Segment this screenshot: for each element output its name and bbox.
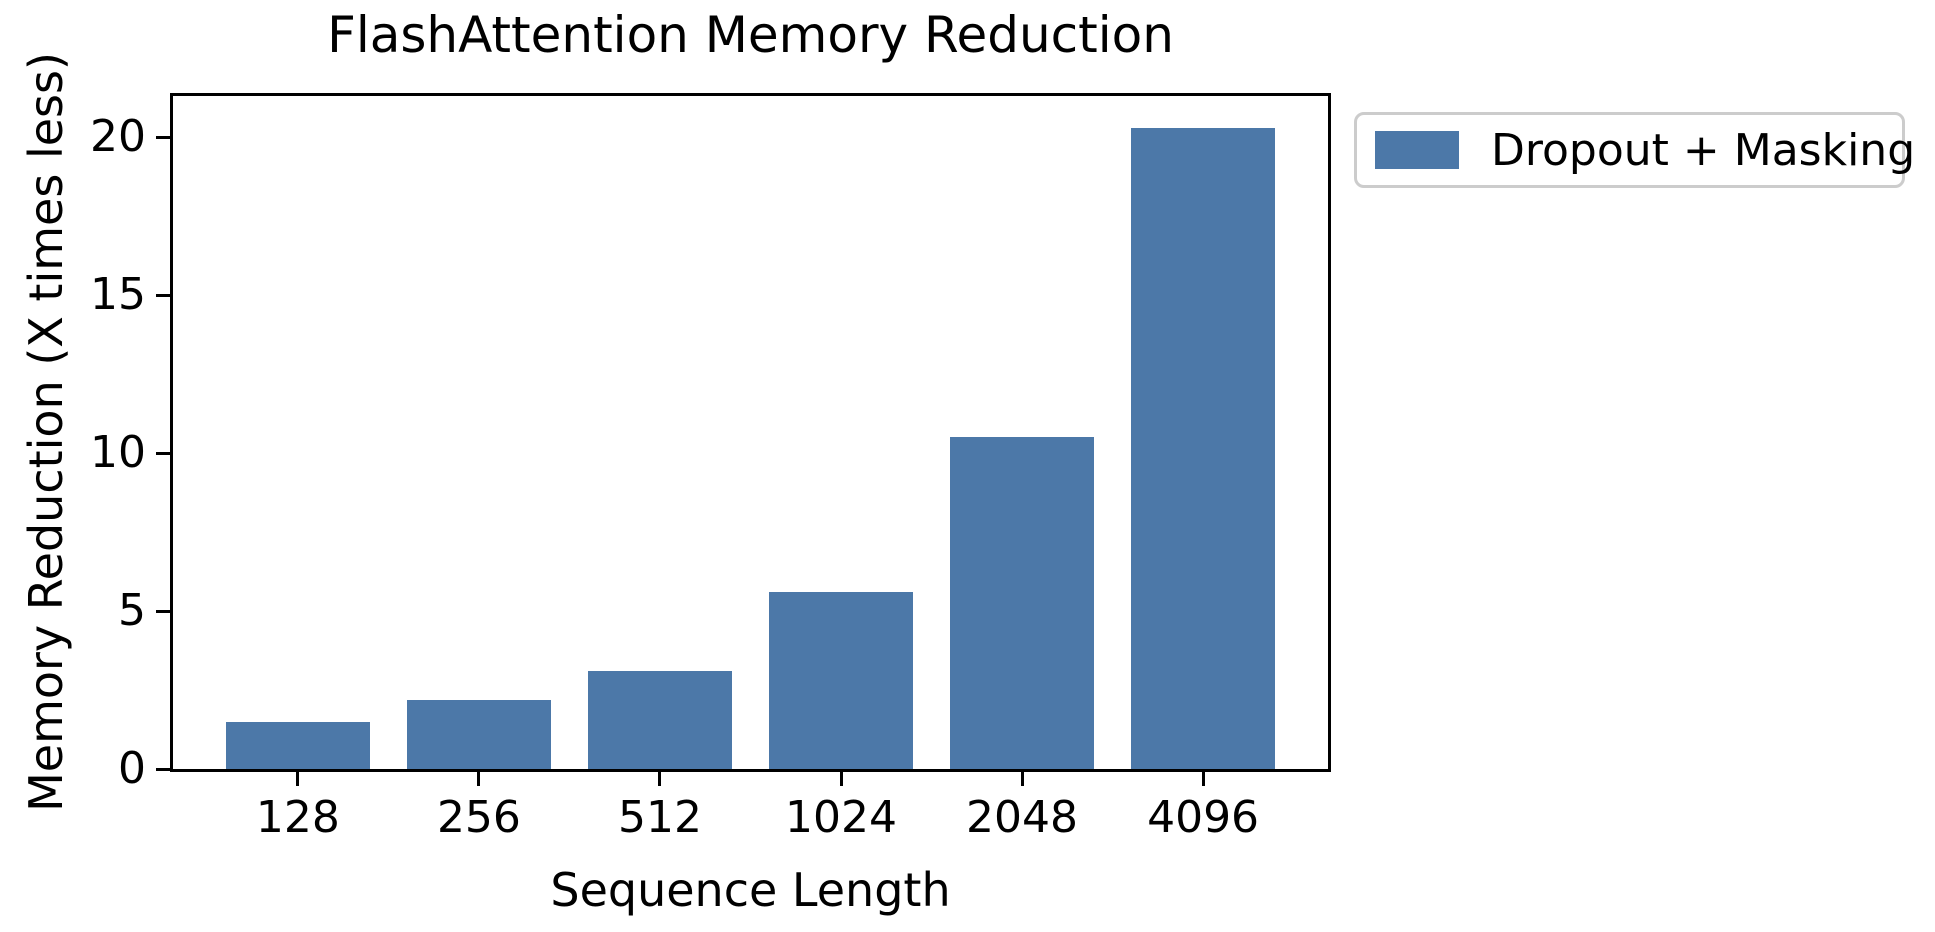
x-tick-mark-1024 <box>839 772 843 786</box>
x-tick-mark-4096 <box>1201 772 1205 786</box>
y-tick-label-0: 0 <box>118 743 146 794</box>
legend-swatch-dropout-masking <box>1375 131 1459 169</box>
legend-box: Dropout + Masking <box>1354 112 1915 188</box>
bar-512 <box>587 671 733 769</box>
x-axis-label: Sequence Length <box>550 863 951 917</box>
bar-4096 <box>1130 127 1276 769</box>
y-tick-mark-0 <box>156 767 170 771</box>
bar-256 <box>406 699 552 769</box>
y-tick-mark-15 <box>156 293 170 297</box>
y-tick-mark-20 <box>156 135 170 139</box>
plot-area <box>170 93 1331 772</box>
y-tick-label-15: 15 <box>90 269 146 321</box>
x-tick-label-2048: 2048 <box>966 792 1079 843</box>
y-tick-mark-10 <box>156 451 170 455</box>
x-tick-mark-128 <box>296 772 300 786</box>
chart-title: FlashAttention Memory Reduction <box>327 6 1174 64</box>
x-tick-label-512: 512 <box>617 792 702 843</box>
bar-2048 <box>949 437 1095 769</box>
legend-label: Dropout + Masking <box>1491 124 1916 176</box>
y-tick-label-20: 20 <box>90 111 146 163</box>
x-tick-mark-512 <box>658 772 662 786</box>
bar-1024 <box>768 592 914 769</box>
y-tick-label-10: 10 <box>90 427 146 479</box>
x-tick-mark-256 <box>477 772 481 786</box>
x-tick-label-4096: 4096 <box>1147 792 1260 843</box>
x-tick-label-1024: 1024 <box>785 792 897 843</box>
x-tick-mark-2048 <box>1020 772 1024 786</box>
x-tick-label-128: 128 <box>255 792 340 843</box>
bar-128 <box>225 721 371 769</box>
x-tick-label-256: 256 <box>436 792 521 843</box>
y-tick-label-5: 5 <box>118 585 146 637</box>
y-tick-mark-5 <box>156 609 170 613</box>
